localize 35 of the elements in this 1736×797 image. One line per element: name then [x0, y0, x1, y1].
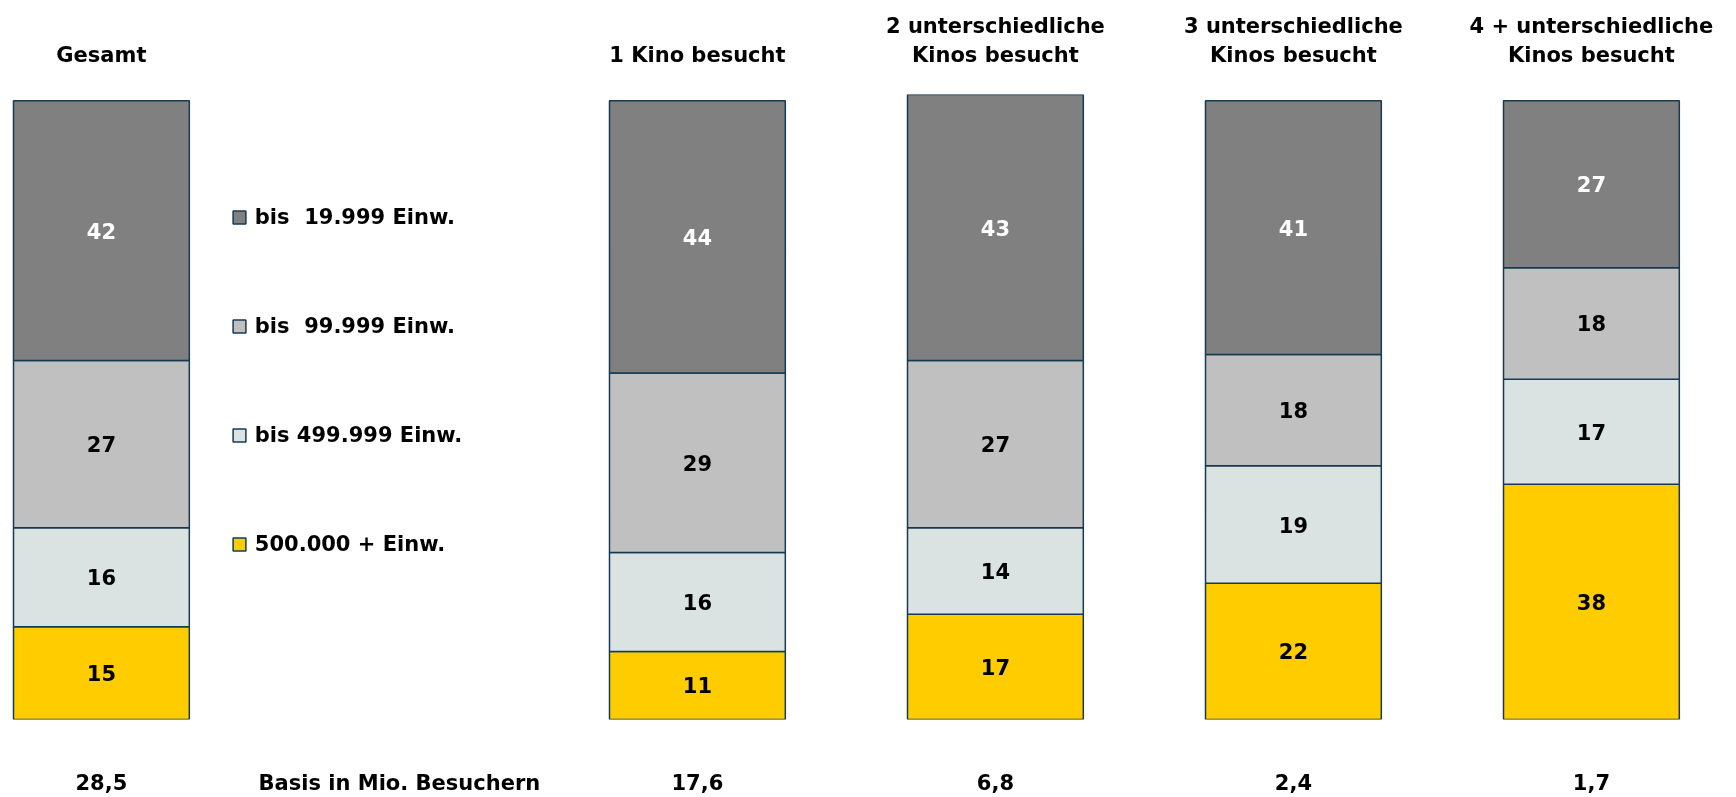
- text: 28,5: [75, 770, 128, 795]
- data-label: 17: [1576, 420, 1607, 445]
- text: 1,7: [1572, 770, 1611, 795]
- text: 17,6: [671, 770, 724, 795]
- data-label: 27: [86, 433, 117, 458]
- legend-label: bis 19.999 Einw.: [254, 204, 456, 229]
- x-tick-label: Gesamt: [56, 42, 147, 67]
- text: 6,8: [976, 770, 1015, 795]
- x-tick-label: 3 unterschiedliche Kinos besucht: [1183, 13, 1403, 67]
- legend-label: 500.000 + Einw.: [254, 531, 446, 556]
- data-label: 44: [682, 225, 713, 250]
- data-label: 17: [980, 655, 1011, 680]
- data-label: 27: [980, 433, 1011, 458]
- data-label: 16: [86, 566, 117, 591]
- data-label: 11: [682, 674, 713, 699]
- data-label: 16: [682, 590, 713, 615]
- data-label: 43: [980, 216, 1011, 241]
- data-label: 42: [86, 219, 117, 244]
- data-label: 18: [1278, 399, 1309, 424]
- data-label: 38: [1576, 590, 1607, 615]
- data-label: 18: [1576, 312, 1607, 337]
- data-label: 27: [1576, 173, 1607, 198]
- x-tick-label: 1 Kino besucht: [609, 42, 786, 67]
- text: Basis in Mio. Besuchern: [258, 770, 541, 795]
- data-label: 15: [86, 662, 117, 687]
- data-label: 29: [682, 451, 713, 476]
- text: 2,4: [1274, 770, 1313, 795]
- data-label: 14: [980, 559, 1011, 584]
- legend-label: bis 499.999 Einw.: [254, 422, 463, 447]
- data-label: 19: [1278, 513, 1309, 538]
- legend-label: bis 99.999 Einw.: [254, 313, 456, 338]
- data-label: 22: [1278, 640, 1309, 665]
- data-label: 41: [1278, 216, 1309, 241]
- x-tick-label: 4 + unterschiedliche Kinos besucht: [1469, 13, 1714, 67]
- x-tick-label: 2 unterschiedliche Kinos besucht: [885, 13, 1105, 67]
